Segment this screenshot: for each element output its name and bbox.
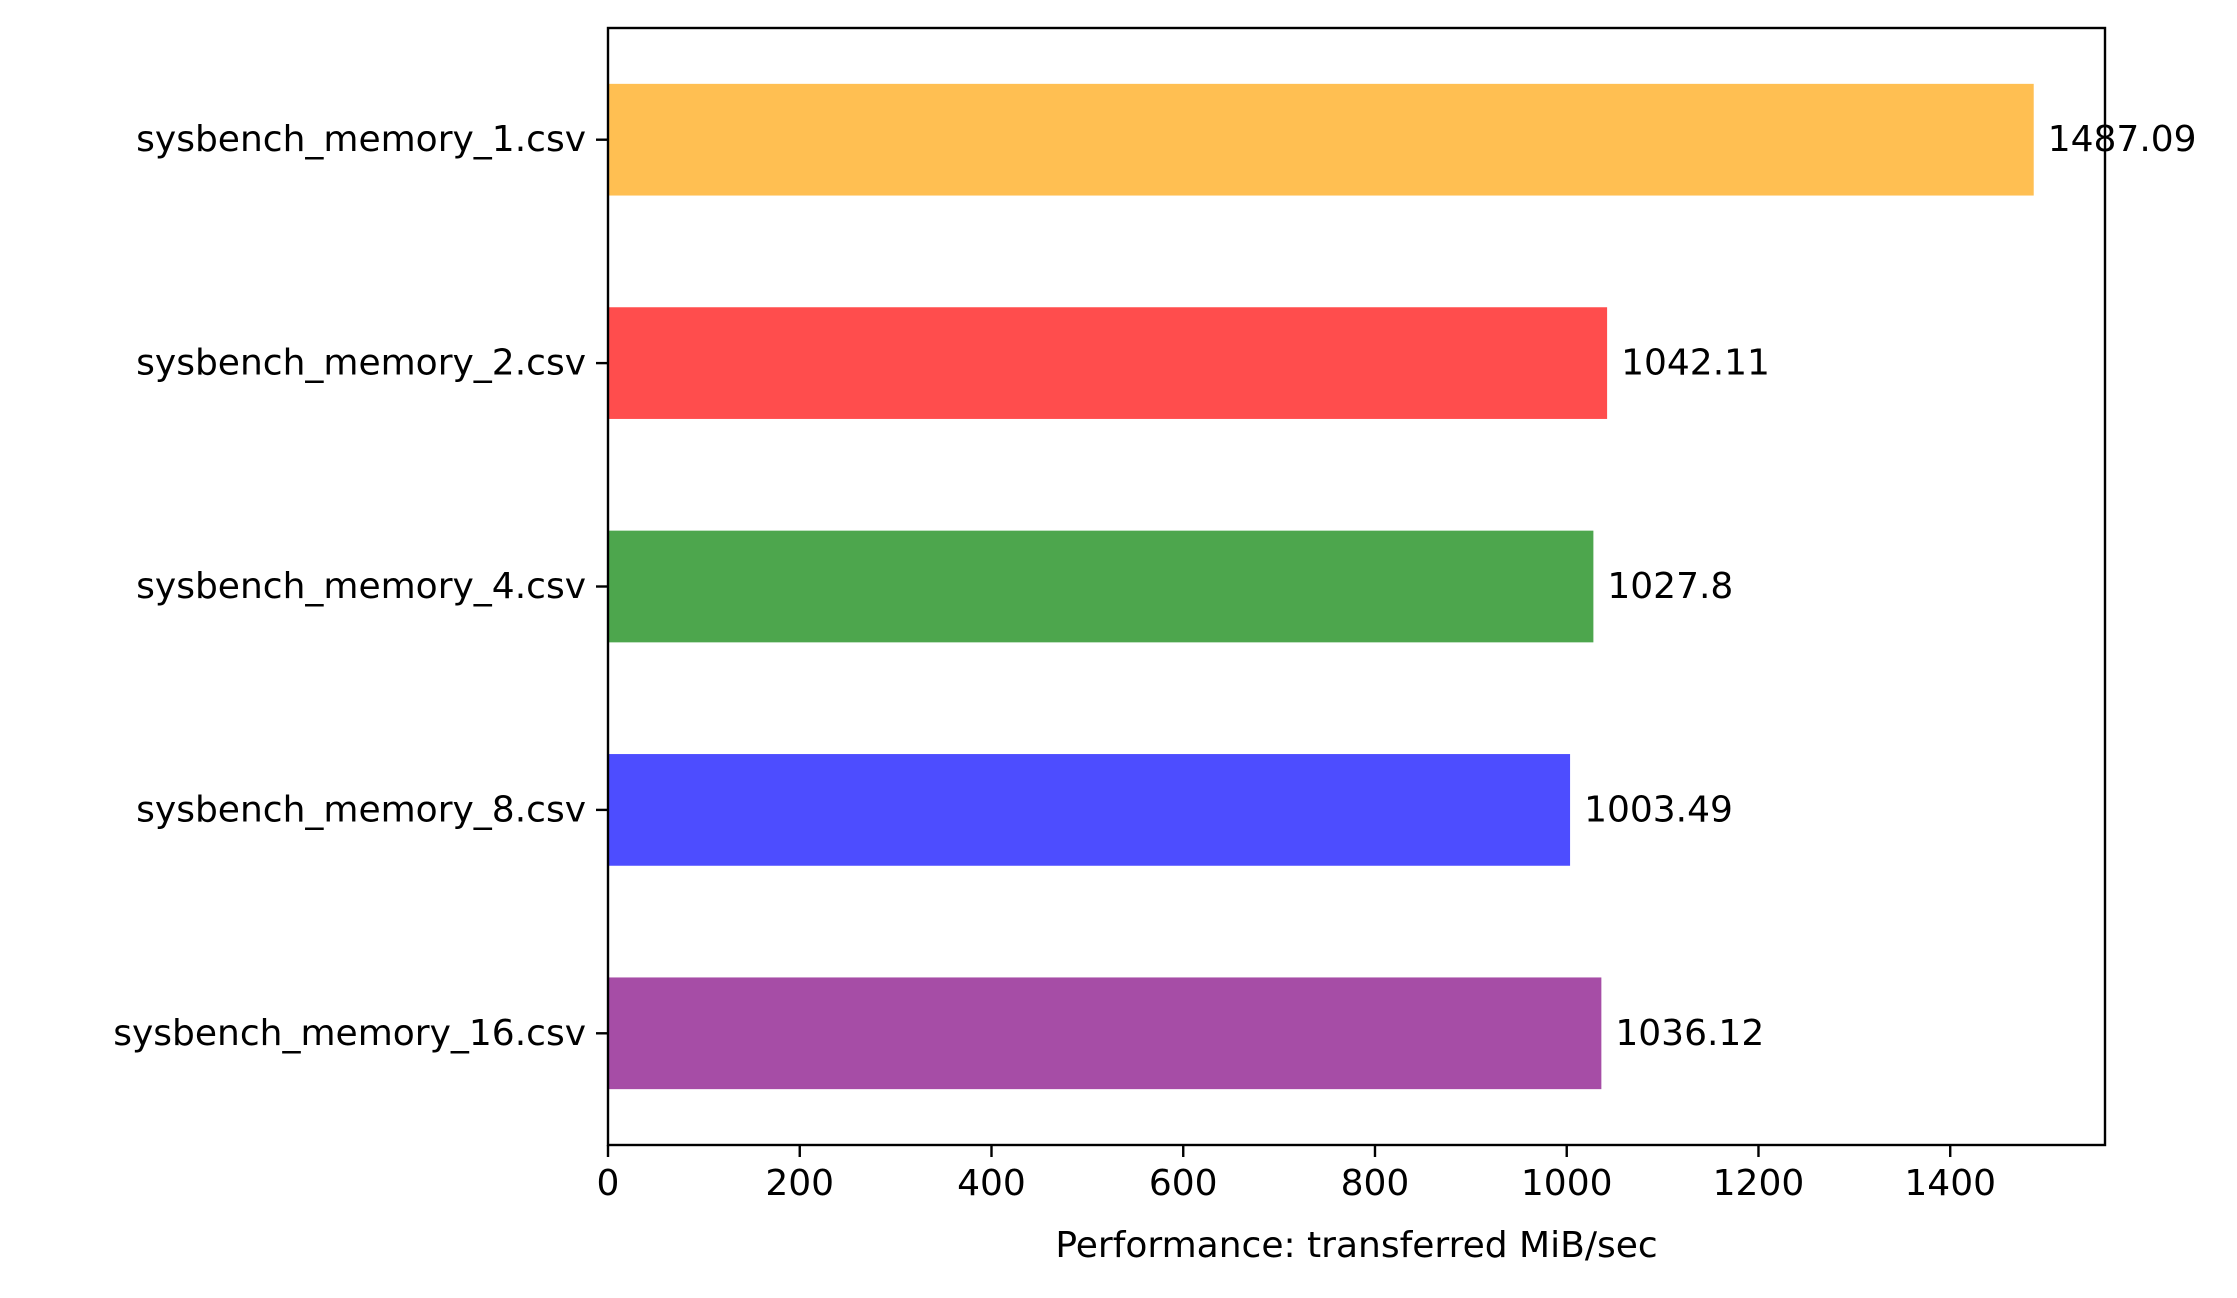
- bar-3: [608, 530, 1594, 643]
- x-tick-label-200: 200: [765, 1163, 834, 1204]
- bars-layer: [608, 83, 2034, 1090]
- x-tick-label-1200: 1200: [1713, 1163, 1805, 1204]
- data-label-1: 1487.09: [2048, 119, 2197, 160]
- x-axis: 0 200 400 600 800 1000 1200 1400: [597, 1145, 1996, 1204]
- category-label-1: sysbench_memory_1.csv: [136, 119, 586, 160]
- x-tick-label-600: 600: [1149, 1163, 1218, 1204]
- data-label-3: 1027.8: [1607, 566, 1733, 607]
- x-tick-label-400: 400: [957, 1163, 1026, 1204]
- bar-5: [608, 977, 1602, 1090]
- data-labels-layer: 1487.09 1042.11 1027.8 1003.49 1036.12: [1584, 119, 2197, 1054]
- x-tick-label-1000: 1000: [1521, 1163, 1613, 1204]
- category-label-3: sysbench_memory_4.csv: [136, 566, 586, 607]
- bar-1: [608, 83, 2034, 196]
- bar-2: [608, 307, 1608, 419]
- data-label-4: 1003.49: [1584, 789, 1733, 830]
- x-axis-title: Performance: transferred MiB/sec: [1055, 1225, 1657, 1266]
- bar-4: [608, 754, 1571, 866]
- y-axis: sysbench_memory_1.csv sysbench_memory_2.c…: [113, 119, 608, 1054]
- x-tick-label-1400: 1400: [1904, 1163, 1996, 1204]
- category-label-2: sysbench_memory_2.csv: [136, 343, 586, 384]
- x-tick-label-0: 0: [597, 1163, 620, 1204]
- category-label-5: sysbench_memory_16.csv: [113, 1013, 586, 1054]
- data-label-2: 1042.11: [1621, 343, 1770, 384]
- data-label-5: 1036.12: [1615, 1013, 1764, 1054]
- category-label-4: sysbench_memory_8.csv: [136, 789, 586, 830]
- x-tick-label-800: 800: [1341, 1163, 1410, 1204]
